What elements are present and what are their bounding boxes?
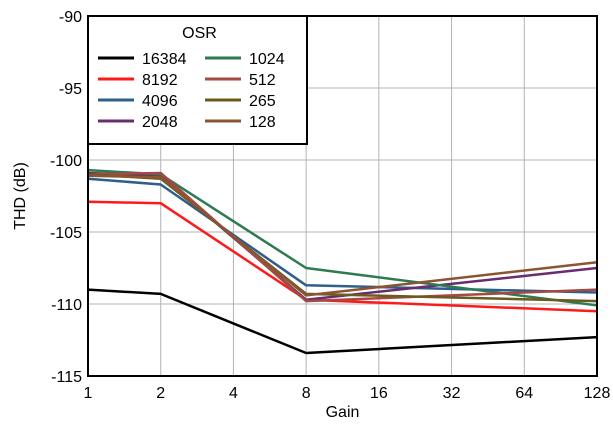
legend-label-128: 128 bbox=[249, 114, 276, 131]
legend-label-4096: 4096 bbox=[142, 93, 178, 110]
x-tick-label: 128 bbox=[584, 385, 611, 402]
x-tick-label: 8 bbox=[302, 385, 311, 402]
legend: OSR 16384 8192 4096 2048 1024 512 265 128 bbox=[87, 15, 308, 145]
x-tick-label: 64 bbox=[515, 385, 533, 402]
x-axis-ticks: 1 2 4 8 16 32 64 128 bbox=[84, 385, 611, 402]
y-tick-label: -100 bbox=[50, 153, 82, 170]
legend-label-8192: 8192 bbox=[142, 72, 178, 89]
series-line-512 bbox=[87, 171, 598, 303]
y-tick-label: -115 bbox=[51, 369, 82, 386]
series-line-128 bbox=[87, 174, 598, 297]
legend-label-265: 265 bbox=[249, 93, 276, 110]
x-axis-title: Gain bbox=[326, 404, 360, 421]
y-axis-ticks: -90 -95 -100 -105 -110 -115 bbox=[50, 9, 82, 386]
legend-items: 16384 8192 4096 2048 1024 512 265 128 bbox=[98, 51, 285, 131]
legend-label-2048: 2048 bbox=[142, 114, 178, 131]
y-axis-title: THD (dB) bbox=[12, 162, 29, 230]
x-tick-label: 1 bbox=[84, 385, 93, 402]
y-tick-label: -105 bbox=[50, 225, 82, 242]
plot-frame bbox=[87, 15, 598, 377]
x-tick-label: 2 bbox=[156, 385, 165, 402]
y-tick-label: -90 bbox=[59, 9, 82, 26]
legend-label-16384: 16384 bbox=[142, 51, 187, 68]
series-line-8192 bbox=[87, 200, 598, 313]
x-tick-label: 4 bbox=[229, 385, 238, 402]
series-line-265 bbox=[87, 173, 598, 303]
legend-label-512: 512 bbox=[249, 72, 276, 89]
y-tick-label: -95 bbox=[59, 81, 82, 98]
series-line-2048 bbox=[87, 171, 598, 301]
legend-title: OSR bbox=[182, 25, 217, 42]
y-tick-label: -110 bbox=[51, 297, 82, 314]
x-tick-label: 32 bbox=[443, 385, 461, 402]
series-line-1024 bbox=[87, 168, 598, 307]
x-tick-label: 16 bbox=[370, 385, 388, 402]
legend-label-1024: 1024 bbox=[249, 51, 285, 68]
series-line-16384 bbox=[87, 288, 598, 355]
series-lines bbox=[87, 168, 598, 355]
